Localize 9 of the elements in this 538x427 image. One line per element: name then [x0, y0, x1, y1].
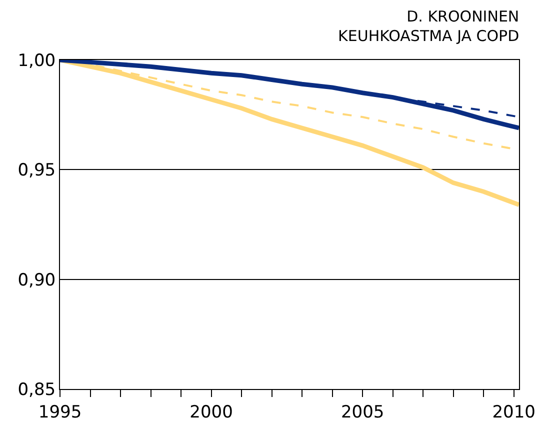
y-tick-label: 1,00: [18, 50, 56, 71]
x-tick-label: 2005: [340, 402, 384, 422]
x-tick-label: 1995: [38, 402, 82, 422]
y-tick-label: 0,85: [18, 380, 56, 400]
x-tick-label: 2010: [492, 402, 536, 422]
y-tick-label: 0,90: [18, 270, 56, 290]
x-tick-label: 2000: [190, 402, 233, 422]
y-tick-label: 0,95: [18, 160, 56, 181]
chart-title: D. KROONINEN KEUHKOASTMA JA COPD: [338, 7, 520, 45]
